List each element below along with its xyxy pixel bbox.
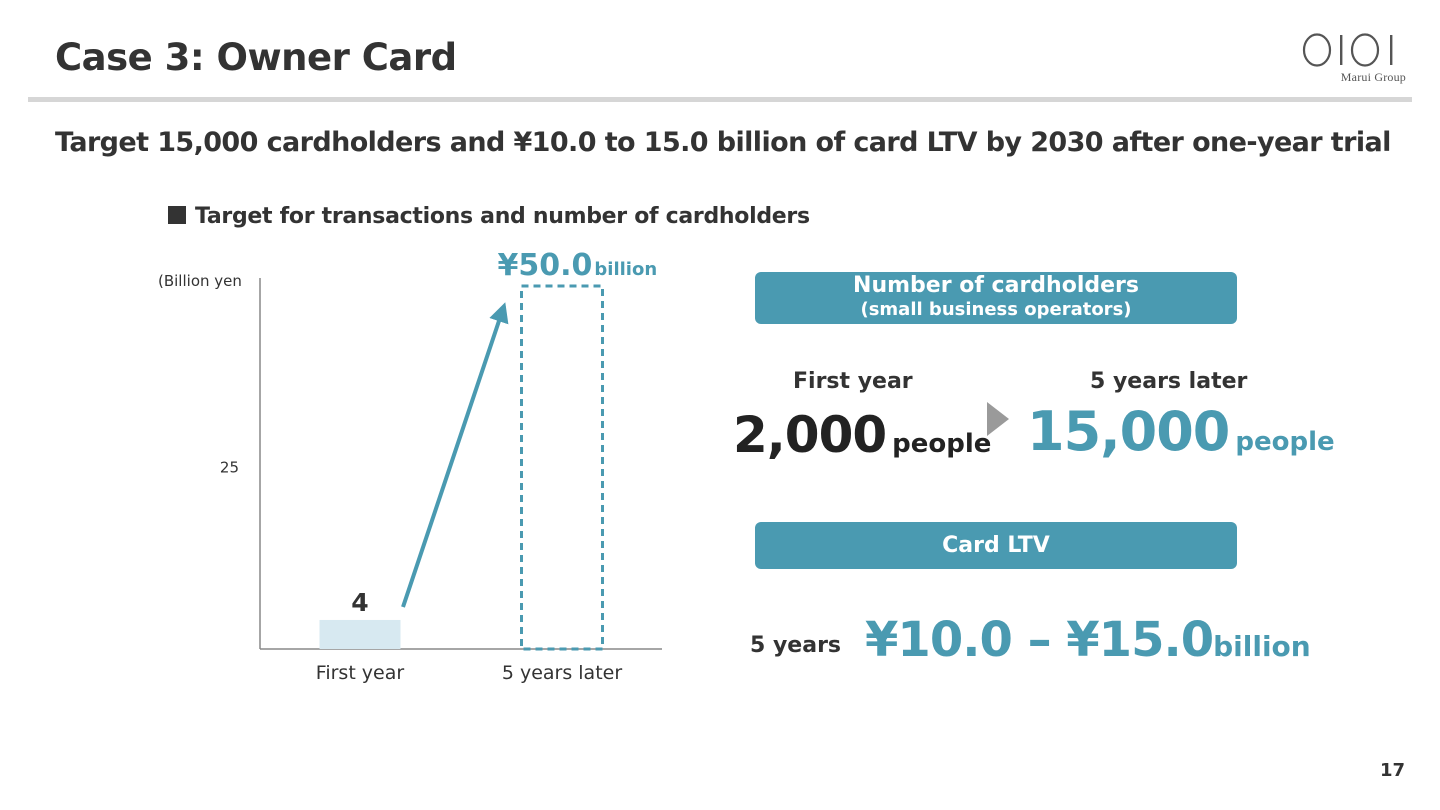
cardholders-heading: Number of cardholders: [853, 273, 1139, 298]
ltv-unit: billion: [1213, 630, 1311, 663]
later-unit: people: [1235, 427, 1335, 457]
header-divider: [28, 97, 1412, 102]
first-year-count: 2,000: [733, 406, 887, 464]
x-tick-5-years-later: 5 years later: [502, 662, 623, 684]
x-tick-first-year: First year: [316, 662, 405, 684]
growth-arrow-icon: [401, 302, 509, 608]
logo-mark-icon: [1302, 33, 1393, 67]
ltv-heading: Card LTV: [942, 533, 1050, 558]
first-year-label: First year: [793, 369, 913, 394]
bar-5-years-later-target: [520, 284, 604, 651]
later-count: 15,000: [1027, 400, 1230, 463]
ltv-summary: 5 years ¥10.0 – ¥15.0billion: [750, 612, 1311, 668]
slide-subtitle: Target 15,000 cardholders and ¥10.0 to 1…: [55, 127, 1391, 158]
logo-text: Marui Group: [1340, 70, 1406, 84]
first-year-unit: people: [892, 429, 992, 459]
chart-heading: Target for transactions and number of ca…: [168, 204, 810, 229]
cardholders-subheading: (small business operators): [860, 299, 1132, 320]
data-label-first-year: 4: [351, 588, 368, 617]
first-year-cardholders: 2,000 people: [733, 406, 991, 464]
later-cardholders: 15,000 people: [1027, 400, 1335, 463]
page-number: 17: [1380, 760, 1406, 781]
y-tick-label: 25: [220, 459, 239, 477]
ltv-range: ¥10.0 – ¥15.0: [865, 612, 1214, 668]
transaction-bar-chart: (Billion yen 25 4 ¥50.0 billion First yea…: [158, 248, 662, 684]
arrow-right-icon: [987, 402, 1009, 436]
ltv-period: 5 years: [750, 633, 842, 658]
y-axis-label: (Billion yen: [158, 272, 242, 290]
company-logo: Marui Group: [1300, 32, 1415, 92]
page-title: Case 3: Owner Card: [55, 36, 457, 79]
cardholders-heading-bar: Number of cardholders (small business op…: [755, 272, 1237, 324]
data-label-target: ¥50.0 billion: [498, 248, 658, 283]
target-value: ¥50.0: [498, 248, 593, 283]
ltv-heading-bar: Card LTV: [755, 522, 1237, 569]
bar-first-year: [319, 619, 401, 649]
later-label: 5 years later: [1090, 369, 1248, 394]
chart-heading-text: Target for transactions and number of ca…: [195, 204, 810, 229]
square-bullet-icon: [168, 206, 186, 224]
target-unit: billion: [594, 259, 657, 280]
